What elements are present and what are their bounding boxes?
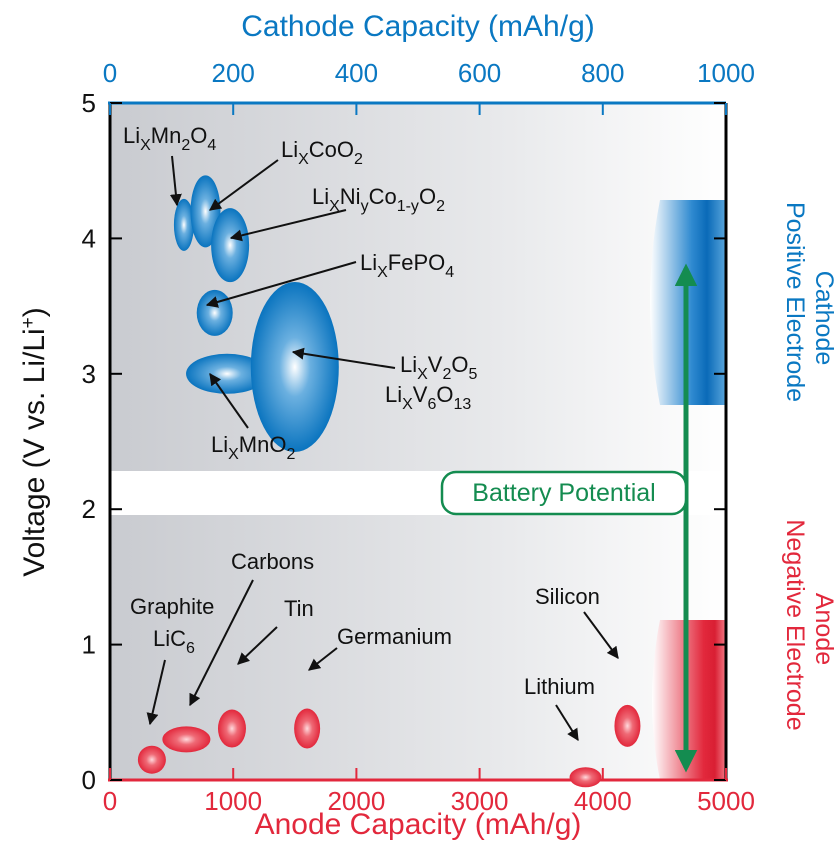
x-axis-cathode-ticks: 0 200 400 600 800 1000 — [103, 58, 755, 115]
cathode-point-lixniyco1-yo2 — [211, 208, 250, 283]
anode-point-germanium — [294, 708, 321, 749]
anode-point-silicon — [614, 704, 641, 747]
x-tick-label-cathode: 200 — [212, 58, 255, 88]
label-lithium: Lithium — [524, 674, 595, 699]
bottom-axis-title: Anode Capacity (mAh/g) — [255, 808, 582, 841]
x-tick-label-anode: 3000 — [451, 786, 509, 816]
anode-annotations: Graphite LiC6 Carbons Tin Germanium Sili… — [130, 549, 619, 742]
cathode-point-lixmn2o4 — [173, 198, 194, 251]
y-tick-label: 1 — [82, 630, 96, 660]
y-tick-label: 4 — [82, 223, 96, 253]
anode-subtitle: Negative Electrode — [781, 519, 809, 730]
y-tick-label: 3 — [82, 359, 96, 389]
x-tick-label-anode: 0 — [103, 786, 117, 816]
label-carbons: Carbons — [231, 549, 314, 574]
upper-shaded-region — [110, 103, 726, 471]
y-tick-label: 2 — [82, 494, 96, 524]
y-axis-title: Voltage (V vs. Li/Li+) — [18, 307, 51, 577]
label-silicon: Silicon — [535, 584, 600, 609]
anode-point-lithium — [569, 767, 602, 788]
cathode-title: Cathode — [810, 271, 835, 366]
cathode-point-lixfepo4 — [196, 289, 233, 336]
label-tin: Tin — [284, 596, 314, 621]
x-tick-label-cathode: 800 — [581, 58, 624, 88]
x-axis-anode-ticks: 0 1000 2000 3000 4000 5000 — [103, 768, 755, 816]
x-tick-label-anode: 1000 — [204, 786, 262, 816]
label-graphite: Graphite — [130, 594, 214, 619]
cathode-point-lixv2o5-lixv6o13 — [250, 282, 339, 453]
label-germanium: Germanium — [337, 624, 452, 649]
battery-potential-label-box — [440, 470, 688, 516]
x-tick-label-anode: 4000 — [574, 786, 632, 816]
x-tick-label-cathode: 0 — [103, 58, 117, 88]
cathode-point-lixmno2 — [186, 353, 269, 394]
battery-potential-label: Battery Potential — [472, 479, 655, 507]
x-tick-label-cathode: 1000 — [697, 58, 755, 88]
cathode-subtitle: Positive Electrode — [781, 202, 809, 402]
x-tick-label-cathode: 600 — [458, 58, 501, 88]
anode-title: Anode — [810, 593, 835, 665]
anode-point-carbons — [162, 726, 211, 753]
y-tick-label: 0 — [82, 765, 96, 795]
anode-point-graphite-lic6 — [137, 745, 166, 774]
x-tick-label-cathode: 400 — [335, 58, 378, 88]
anode-point-tin — [217, 709, 246, 748]
top-axis-title: Cathode Capacity (mAh/g) — [241, 10, 595, 43]
y-tick-label: 5 — [82, 88, 96, 118]
y-axis-ticks: 0 1 2 3 4 5 — [82, 88, 726, 795]
x-tick-label-anode: 2000 — [327, 786, 385, 816]
x-tick-label-anode: 5000 — [697, 786, 755, 816]
